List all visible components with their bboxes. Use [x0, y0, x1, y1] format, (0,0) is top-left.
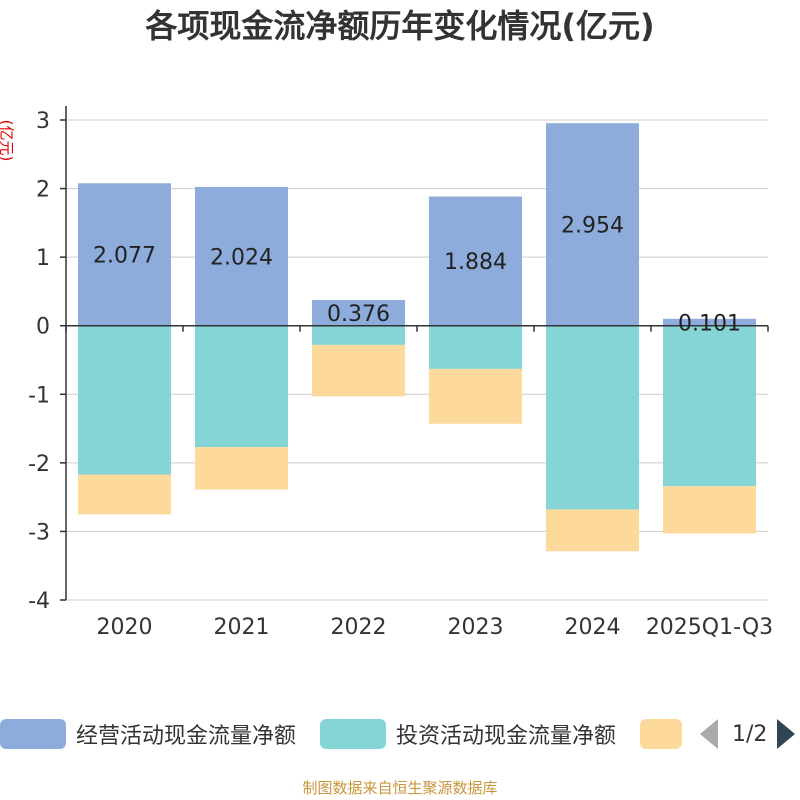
legend-page-indicator: 1/2: [732, 721, 768, 747]
bar-operating: [312, 299, 405, 326]
bar-financing: [78, 474, 171, 515]
bar-investing: [195, 325, 288, 448]
data-label: 1.884: [444, 250, 507, 275]
bar-operating: [546, 123, 639, 326]
y-tick-label: 1: [36, 246, 50, 271]
x-tick-label: 2025Q1-Q3: [646, 615, 773, 640]
bar-investing: [78, 325, 171, 475]
bar-financing: [546, 509, 639, 552]
bar-operating: [663, 318, 756, 326]
bar-investing: [663, 325, 756, 487]
bar-investing: [429, 325, 522, 369]
y-tick-label: 3: [36, 109, 50, 134]
bar-financing: [312, 344, 405, 397]
legend-swatch-operating: [0, 719, 66, 749]
legend-item-operating[interactable]: 经营活动现金流量净额: [0, 714, 296, 754]
x-tick-label: 2024: [565, 615, 621, 640]
legend-label-operating: 经营活动现金流量净额: [76, 724, 297, 749]
source-note: 制图数据来自恒生聚源数据库: [302, 779, 498, 797]
legend-item-investing[interactable]: 投资活动现金流量净额: [320, 714, 616, 754]
legend: 经营活动现金流量净额 投资活动现金流量净额 1/2: [0, 714, 800, 754]
axes: 3 2 1 0 -1 -2 -3 -4 2020 2021 2022 2023 2024 2025Q1-Q…: [28, 106, 773, 640]
x-tick-label: 2022: [331, 615, 387, 640]
y-tick-label: -3: [28, 520, 50, 545]
data-label: 2.024: [210, 245, 273, 270]
y-tick-label: 0: [36, 315, 50, 340]
bar-investing: [546, 325, 639, 510]
bar-operating: [78, 183, 171, 326]
legend-swatch-investing: [320, 719, 386, 749]
legend-swatch-financing: [640, 719, 682, 749]
y-tick-label: -2: [28, 452, 50, 477]
bar-financing: [429, 368, 522, 424]
y-tick-label: -4: [28, 589, 50, 614]
chart-title: 各项现金流净额历年变化情况(亿元): [145, 7, 655, 45]
bar-investing: [312, 325, 405, 345]
legend-pager: 1/2: [700, 714, 796, 754]
x-tick-label: 2023: [448, 615, 504, 640]
y-tick-label: -1: [28, 383, 50, 408]
data-labels: 2.077 2.024 0.376 1.884 2.954 0.101: [93, 213, 741, 336]
legend-prev-icon[interactable]: [700, 719, 718, 749]
bars: [78, 123, 756, 552]
data-label: 2.954: [561, 213, 624, 238]
legend-next-icon[interactable]: [777, 719, 796, 749]
legend-item-financing[interactable]: [640, 714, 682, 754]
bar-operating: [195, 186, 288, 326]
legend-label-investing: 投资活动现金流量净额: [396, 724, 617, 749]
bar-operating: [429, 196, 522, 326]
bar-financing: [195, 447, 288, 490]
data-label: 0.376: [327, 302, 390, 327]
y-tick-label: 2: [36, 178, 50, 203]
grid-lines: [66, 119, 768, 601]
data-label: 2.077: [93, 244, 156, 269]
bar-financing: [663, 486, 756, 534]
x-tick-label: 2021: [214, 615, 270, 640]
data-label: 0.101: [678, 311, 741, 336]
x-tick-label: 2020: [97, 615, 153, 640]
